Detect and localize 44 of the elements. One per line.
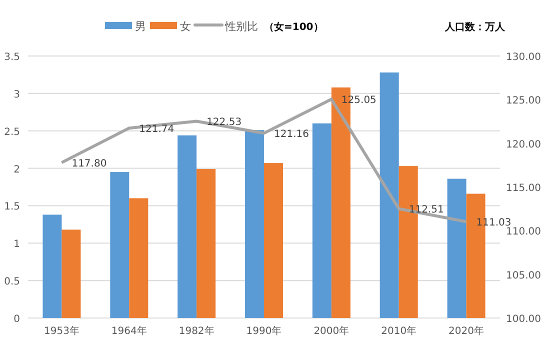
data-label: 121.74 bbox=[139, 124, 174, 136]
legend-label: 男 bbox=[135, 20, 146, 33]
data-label: 121.16 bbox=[274, 129, 309, 140]
data-label: 117.80 bbox=[72, 158, 107, 170]
y-tick-label: 0 bbox=[14, 314, 20, 325]
y-tick-label: 3 bbox=[14, 89, 20, 100]
y-tick-label: 1 bbox=[14, 239, 20, 250]
line-series bbox=[60, 98, 468, 224]
y2-tick-label: 120.00 bbox=[506, 139, 541, 150]
text: （女=100） bbox=[264, 21, 324, 33]
bar bbox=[380, 72, 399, 318]
bar bbox=[110, 172, 130, 318]
x-tick-label: 1953年 bbox=[44, 325, 80, 337]
y-tick-label: 0.5 bbox=[4, 276, 20, 288]
bar bbox=[312, 123, 332, 318]
y2-tick-label: 110.00 bbox=[506, 226, 541, 238]
text: 人口数：万人 bbox=[444, 21, 506, 33]
x-tick-label: 1964年 bbox=[111, 325, 147, 337]
y-tick-label: 2 bbox=[14, 164, 20, 176]
bar bbox=[178, 135, 197, 318]
legend-label: 性别比 bbox=[224, 20, 258, 33]
x-tick-label: 2010年 bbox=[381, 325, 417, 337]
y2-tick-label: 105.00 bbox=[506, 270, 541, 282]
y-tick-label: 2.5 bbox=[4, 126, 20, 138]
x-tick-label: 1982年 bbox=[178, 325, 214, 337]
y2-tick-label: 130.00 bbox=[506, 52, 541, 63]
y-tick-label: 1.5 bbox=[4, 202, 20, 213]
x-tick-label: 2020年 bbox=[448, 325, 484, 337]
data-label: 112.51 bbox=[408, 204, 444, 216]
bar bbox=[129, 198, 148, 318]
x-tick-label: 2000年 bbox=[314, 325, 350, 337]
y2-tick-label: 115.00 bbox=[506, 183, 541, 194]
bar bbox=[264, 163, 283, 318]
bar bbox=[245, 130, 264, 318]
y-tick-label: 3.5 bbox=[4, 52, 20, 63]
bar bbox=[447, 178, 466, 318]
x-tick-label: 1990年 bbox=[246, 325, 282, 337]
bar bbox=[42, 214, 62, 318]
bar bbox=[62, 230, 81, 318]
y2-tick-label: 125.00 bbox=[506, 96, 541, 107]
bar bbox=[196, 169, 216, 318]
data-label: 122.53 bbox=[206, 117, 242, 128]
legend-label: 女 bbox=[180, 20, 191, 33]
y2-tick-label: 100.00 bbox=[506, 314, 541, 325]
